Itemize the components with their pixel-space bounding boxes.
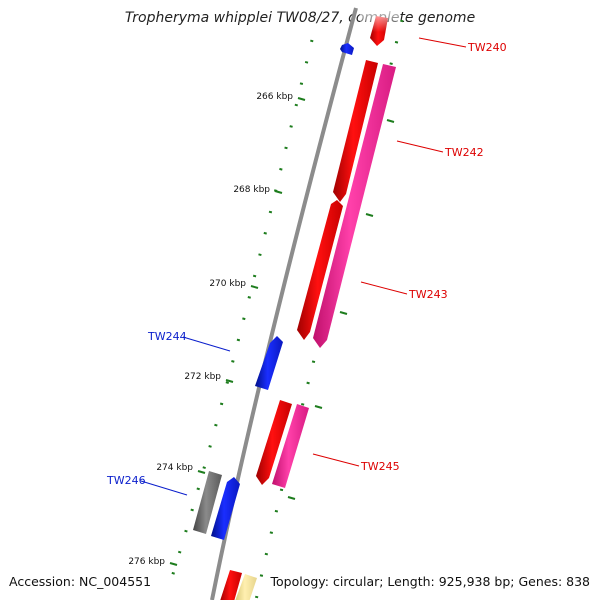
gene-tw245-pink[interactable]: [272, 404, 309, 488]
gene-tw246[interactable]: [211, 477, 240, 540]
gene-tw245-red[interactable]: [256, 400, 292, 485]
ruler-tick-266: [297, 97, 306, 101]
ruler-label-268: 268 kbp: [233, 185, 270, 195]
ruler-tick-274: [197, 470, 206, 474]
ruler: 266 kbp 268 kbp 270 kbp 272 kbp 274 kbp …: [128, 92, 306, 567]
gene-label-leaders: [140, 37, 467, 496]
ruler-label-276: 276 kbp: [128, 557, 165, 567]
gene-label-tw244[interactable]: TW244: [147, 330, 187, 343]
gene-bottom-red[interactable]: [220, 570, 242, 600]
ruler-label-274: 274 kbp: [156, 463, 193, 473]
ruler-tick-276: [169, 562, 178, 566]
gene-grey[interactable]: [193, 471, 222, 534]
gene-label-tw242[interactable]: TW242: [444, 146, 484, 159]
gene-label-tw243[interactable]: TW243: [408, 288, 448, 301]
gene-bottom-yellow[interactable]: [235, 574, 257, 600]
gene-tw243-red[interactable]: [297, 200, 343, 340]
accession-text: Accession: NC_004551: [9, 574, 152, 589]
gene-features: [193, 8, 400, 600]
ruler-tick-270: [250, 285, 259, 289]
outer-track-ticks: [287, 119, 395, 500]
gene-label-tw245[interactable]: TW245: [360, 460, 400, 473]
ruler-label-272: 272 kbp: [184, 372, 221, 382]
gene-tw242[interactable]: [333, 60, 378, 202]
ruler-label-266: 266 kbp: [256, 92, 293, 102]
gene-small-blue[interactable]: [340, 43, 354, 55]
gene-label-tw240[interactable]: TW240: [467, 41, 507, 54]
topology-text: Topology: circular; Length: 925,938 bp; …: [270, 574, 591, 589]
gene-label-tw246[interactable]: TW246: [106, 474, 146, 487]
gene-tw243-pink[interactable]: [313, 64, 396, 348]
gene-labels: TW240 TW242 TW243 TW244 TW245 TW246: [106, 41, 507, 487]
ruler-dots: [166, 39, 314, 591]
gene-tw244[interactable]: [255, 336, 283, 390]
ruler-label-270: 270 kbp: [209, 279, 246, 289]
ruler-tick-272: [225, 379, 234, 383]
ruler-tick-268: [274, 190, 283, 194]
